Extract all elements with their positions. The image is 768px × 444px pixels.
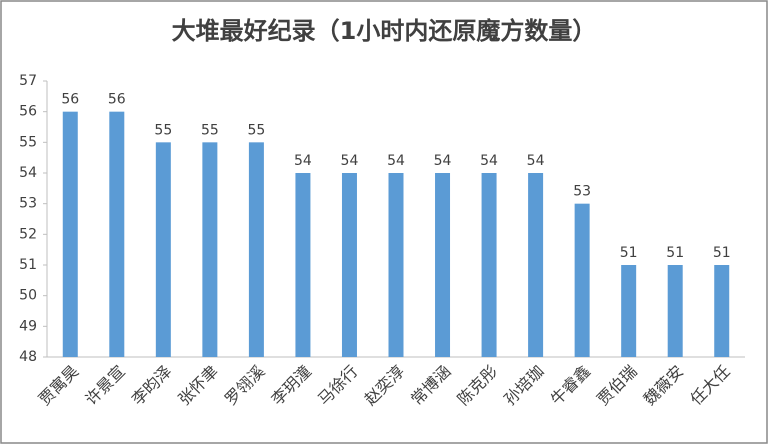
value-label: 54 — [480, 153, 498, 169]
y-tick-label: 53 — [19, 196, 37, 212]
value-label: 56 — [61, 92, 79, 108]
value-label: 54 — [434, 153, 452, 169]
bar — [714, 265, 730, 357]
bar — [295, 173, 311, 357]
value-label: 54 — [294, 153, 312, 169]
value-label: 56 — [108, 92, 126, 108]
bar — [574, 203, 590, 357]
y-tick-label: 54 — [19, 165, 37, 181]
bar — [109, 111, 125, 358]
y-tick-label: 51 — [19, 257, 37, 273]
bar — [155, 142, 171, 357]
value-label: 54 — [387, 153, 405, 169]
bar — [388, 173, 404, 357]
value-label: 55 — [201, 122, 219, 138]
y-tick-label: 49 — [19, 318, 37, 334]
bar — [481, 173, 497, 357]
bar — [667, 265, 683, 357]
y-tick-label: 48 — [19, 349, 37, 365]
bar — [62, 111, 78, 358]
y-tick-label: 52 — [19, 226, 37, 242]
value-label: 51 — [666, 245, 684, 261]
value-label: 51 — [713, 245, 731, 261]
value-label: 51 — [620, 245, 638, 261]
bar — [341, 173, 357, 357]
value-label: 53 — [573, 184, 591, 200]
chart-title: 大堆最好纪录（1小时内还原魔方数量） — [172, 17, 597, 45]
value-label: 55 — [154, 122, 172, 138]
y-tick-label: 55 — [19, 134, 37, 150]
y-tick-label: 57 — [19, 73, 37, 89]
bar — [435, 173, 451, 357]
value-label: 55 — [247, 122, 265, 138]
y-tick-label: 56 — [19, 104, 37, 120]
bar — [528, 173, 544, 357]
bar — [248, 142, 264, 357]
y-tick-label: 50 — [19, 288, 37, 304]
value-label: 54 — [341, 153, 359, 169]
value-label: 54 — [527, 153, 545, 169]
bar — [621, 265, 637, 357]
bar — [202, 142, 218, 357]
